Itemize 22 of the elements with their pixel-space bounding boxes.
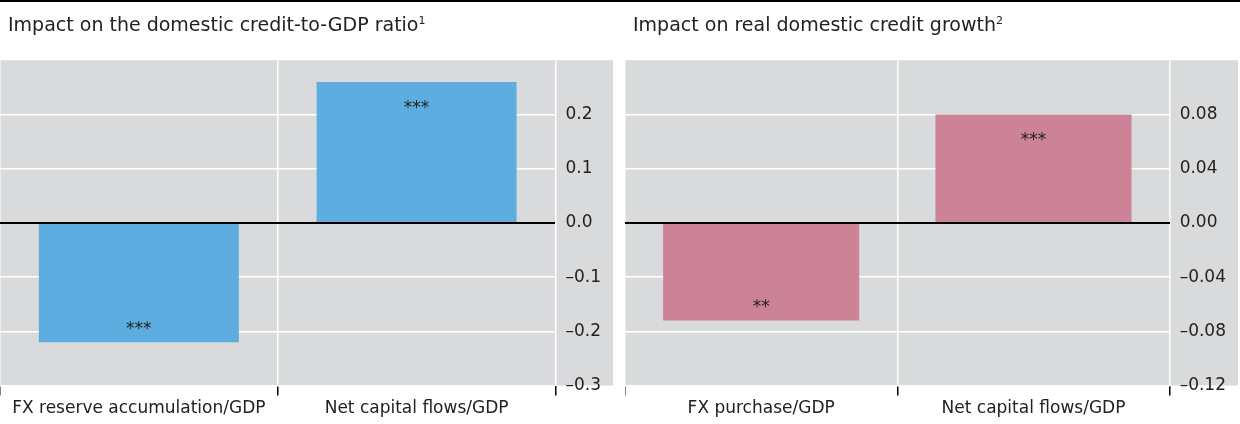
chart-title: Impact on the domestic credit-to-GDP ratio$^{1}$: [7, 12, 427, 38]
y-tick-label: 0.1: [565, 157, 593, 178]
annotation: ***: [403, 96, 430, 117]
y-tick-label: 0.08: [1179, 102, 1218, 123]
x-tick-label: Net capital flows/GDP: [324, 397, 509, 418]
annotation: ***: [126, 318, 152, 339]
annotation: ***: [1020, 129, 1047, 150]
y-tick-label: –0.3: [565, 374, 602, 395]
x-tick-label: Net capital flows/GDP: [941, 397, 1126, 418]
y-tick-label: –0.12: [1179, 374, 1227, 395]
y-tick-label: –0.2: [565, 319, 602, 340]
y-tick-label: –0.04: [1179, 265, 1227, 286]
x-tick-label: FX reserve accumulation/GDP: [12, 397, 266, 418]
y-tick-label: –0.1: [565, 265, 602, 286]
annotation: **: [752, 296, 770, 317]
x-tick-label: FX purchase/GDP: [687, 397, 835, 418]
y-tick-label: 0.04: [1179, 157, 1218, 178]
y-tick-label: 0.00: [1179, 211, 1218, 232]
y-tick-label: 0.0: [565, 211, 593, 232]
y-tick-label: 0.2: [565, 102, 593, 123]
chart-title: Impact on real domestic credit growth$^{2}$: [632, 12, 1004, 38]
y-tick-label: –0.08: [1179, 319, 1227, 340]
